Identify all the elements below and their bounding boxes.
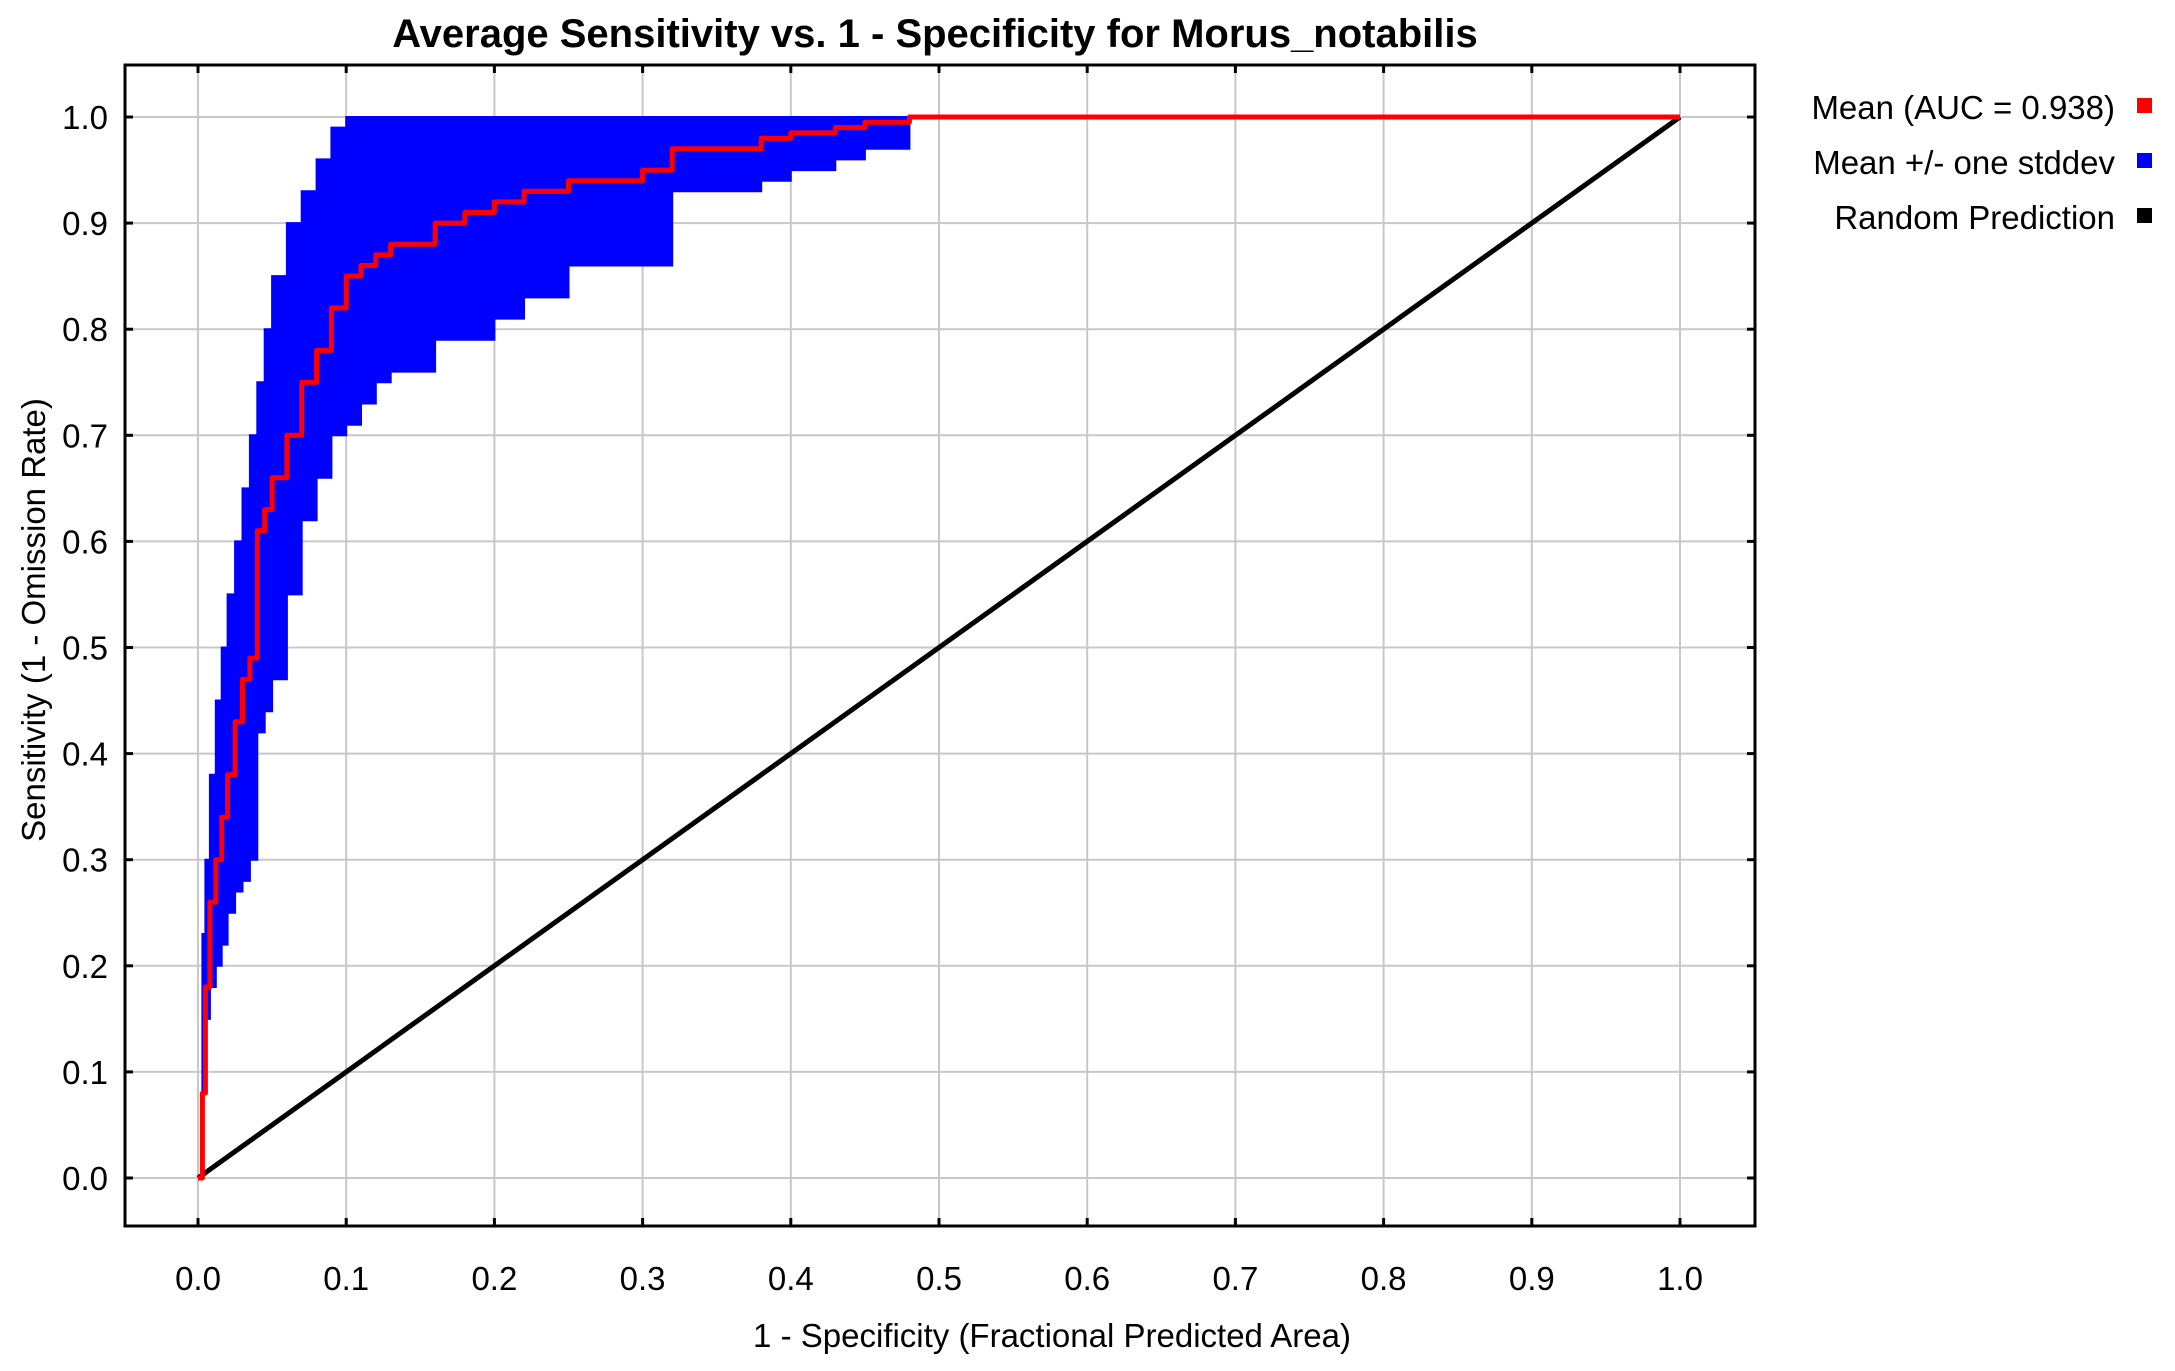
x-tick-label: 0.2 bbox=[471, 1260, 517, 1297]
y-tick-label: 0.7 bbox=[62, 417, 108, 454]
y-tick-label: 0.8 bbox=[62, 311, 108, 348]
x-tick-label: 0.8 bbox=[1361, 1260, 1407, 1297]
y-tick-label: 0.3 bbox=[62, 842, 108, 879]
random-prediction-line bbox=[196, 114, 1682, 1181]
x-axis-label: 1 - Specificity (Fractional Predicted Ar… bbox=[753, 1317, 1351, 1354]
x-tick-label: 0.6 bbox=[1064, 1260, 1110, 1297]
x-tick-label: 0.9 bbox=[1509, 1260, 1555, 1297]
y-tick-label: 0.4 bbox=[62, 736, 108, 773]
y-tick-label: 0.5 bbox=[62, 630, 108, 667]
x-tick-label: 0.1 bbox=[323, 1260, 369, 1297]
y-tick-label: 0.6 bbox=[62, 523, 108, 560]
y-tick-label: 0.0 bbox=[62, 1160, 108, 1197]
legend-stddev-label: Mean +/- one stddev bbox=[1813, 144, 2115, 181]
x-tick-label: 0.5 bbox=[916, 1260, 962, 1297]
y-axis-label: Sensitivity (1 - Omission Rate) bbox=[15, 398, 52, 842]
x-tick-label: 0.7 bbox=[1212, 1260, 1258, 1297]
legend-random-label: Random Prediction bbox=[1834, 199, 2115, 236]
x-tick-label: 0.0 bbox=[175, 1260, 221, 1297]
legend-mean-swatch bbox=[2137, 98, 2152, 113]
mean-line bbox=[198, 114, 1680, 1181]
legend: Mean (AUC = 0.938) Mean +/- one stddev Ran… bbox=[1811, 89, 2152, 236]
stddev-band-layer bbox=[198, 116, 1680, 1179]
legend-mean-label: Mean (AUC = 0.938) bbox=[1811, 89, 2115, 126]
stddev-band bbox=[198, 116, 1680, 1179]
axis-ticks: 0.0 0.1 0.2 0.3 0.4 0.5 0.6 0.7 0.8 0.9 1.0 0.0 0.1 0… bbox=[62, 65, 1755, 1297]
y-tick-label: 0.9 bbox=[62, 205, 108, 242]
legend-stddev-swatch bbox=[2137, 153, 2152, 168]
x-tick-label: 0.3 bbox=[620, 1260, 666, 1297]
y-tick-label: 1.0 bbox=[62, 99, 108, 136]
x-tick-label: 0.4 bbox=[768, 1260, 814, 1297]
series-lines bbox=[196, 114, 1682, 1181]
legend-random-swatch bbox=[2137, 208, 2152, 223]
y-tick-label: 0.1 bbox=[62, 1054, 108, 1091]
chart-title: Average Sensitivity vs. 1 - Specificity … bbox=[392, 12, 1478, 56]
x-tick-label: 1.0 bbox=[1657, 1260, 1703, 1297]
y-tick-label: 0.2 bbox=[62, 948, 108, 985]
